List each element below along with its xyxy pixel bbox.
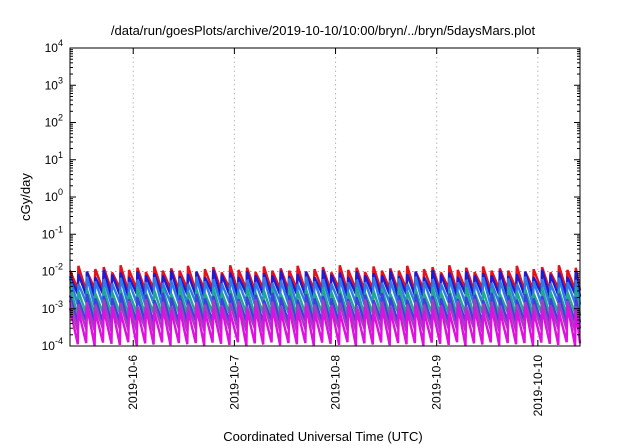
y-tick-label: 104 (45, 38, 63, 55)
series-line (68, 276, 582, 307)
series-line (68, 304, 582, 347)
chart-title: /data/run/goesPlots/archive/2019-10-10/1… (111, 23, 536, 38)
series-line (68, 286, 582, 317)
y-tick-label: 10-3 (42, 299, 63, 316)
y-axis: 10-4 10-3 10-2 10-1 100 101 102 103 104 (42, 38, 580, 353)
y-tick-label: 103 (45, 75, 63, 92)
x-tick-label: 2019-10-9 (430, 355, 444, 410)
series-line (68, 264, 582, 293)
y-tick-label: 101 (45, 150, 63, 167)
x-tick-label: 2019-10-10 (531, 355, 545, 417)
y-tick-label: 10-1 (42, 224, 63, 241)
y-tick-label: 102 (45, 113, 63, 130)
y-axis-label: cGy/day (18, 173, 33, 221)
series-line (68, 298, 582, 333)
y-tick-label: 10-2 (42, 262, 63, 279)
x-tick-label: 2019-10-7 (227, 355, 241, 410)
x-axis: 2019-10-6 2019-10-7 2019-10-8 2019-10-9 2019… (126, 48, 545, 416)
y-tick-label: 10-4 (42, 336, 63, 353)
x-tick-label: 2019-10-8 (329, 355, 343, 410)
x-tick-label: 2019-10-6 (126, 355, 140, 410)
plot-series (68, 264, 582, 347)
series-line (68, 292, 582, 325)
series-line (68, 269, 582, 298)
y-tick-label: 100 (45, 187, 63, 204)
x-axis-label: Coordinated Universal Time (UTC) (223, 429, 422, 444)
